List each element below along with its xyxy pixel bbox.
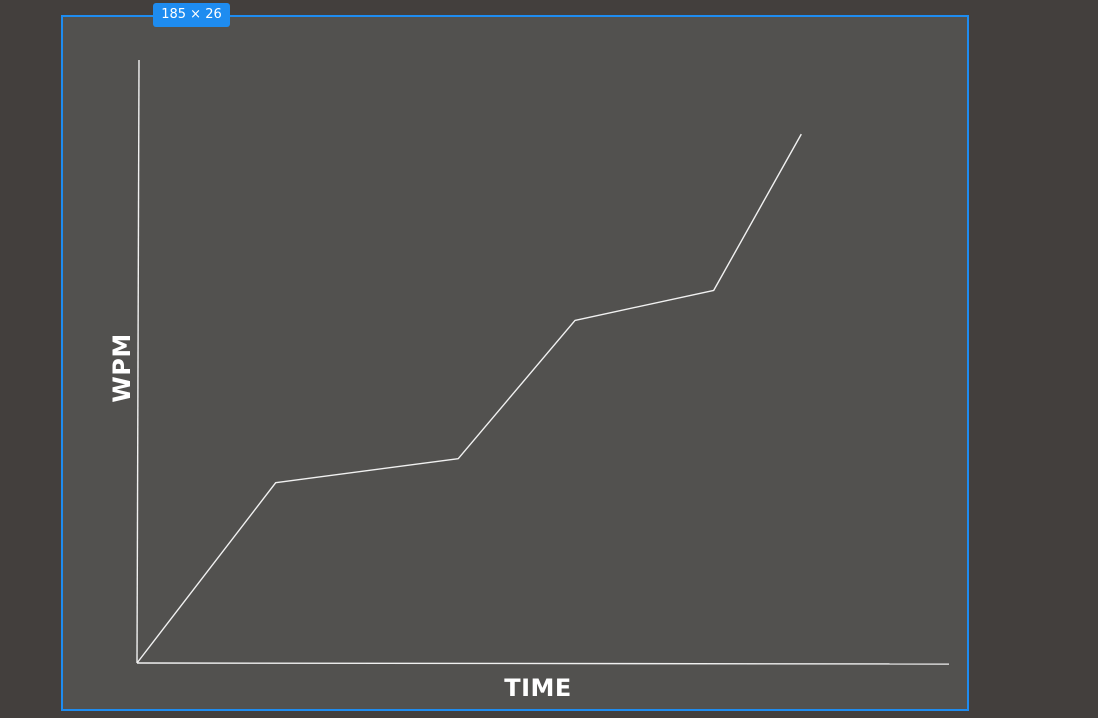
selected-frame[interactable] — [61, 15, 969, 711]
x-axis-label: TIME — [504, 674, 572, 702]
x-axis-line — [136, 662, 950, 665]
series-line-0 — [136, 133, 802, 664]
series-group — [136, 133, 802, 664]
frame-size-badge: 185 × 26 — [153, 3, 230, 27]
y-axis-line — [136, 59, 140, 664]
y-axis-label: WPM — [108, 333, 136, 403]
